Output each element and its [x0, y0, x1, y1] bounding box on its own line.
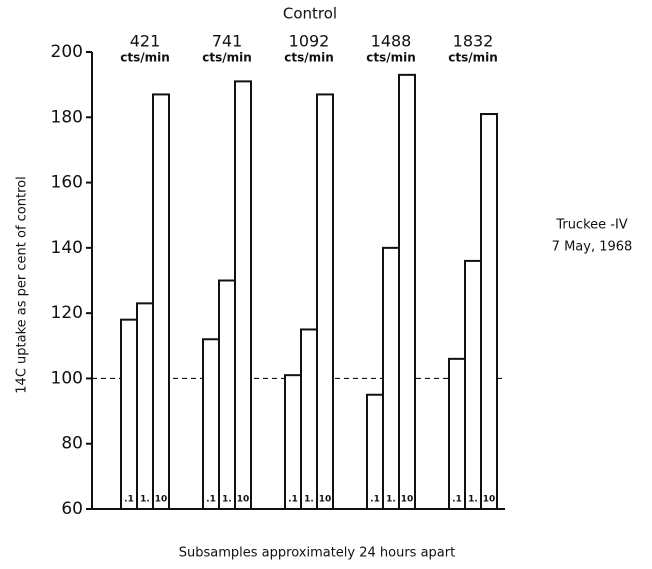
- y-tick-label: 140: [51, 238, 83, 258]
- bar-label: 1.: [140, 495, 150, 505]
- y-tick-label: 80: [61, 434, 83, 454]
- bar: [136, 302, 154, 510]
- bar: [448, 357, 466, 511]
- group-unit: cts/min: [366, 51, 416, 65]
- bar: [464, 259, 482, 510]
- bar: [316, 93, 334, 511]
- group-label: 1488: [371, 32, 412, 51]
- bar: [218, 279, 236, 510]
- bar-label: 1.: [304, 495, 314, 505]
- bar-label: 10: [155, 495, 168, 505]
- bar-label: 1.: [468, 495, 478, 505]
- y-tick-label: 120: [51, 303, 83, 323]
- bar-label: .1: [288, 495, 298, 505]
- bar-label: 10: [483, 495, 496, 505]
- bar: [234, 80, 252, 510]
- bar: [284, 374, 302, 510]
- annotation: Truckee -IV: [555, 218, 627, 233]
- group-label: 421: [130, 32, 161, 51]
- y-tick-label: 60: [61, 499, 83, 519]
- group-unit: cts/min: [448, 51, 498, 65]
- bar-label: .1: [370, 495, 380, 505]
- bar: [398, 73, 416, 510]
- group-label: 1092: [289, 32, 330, 51]
- bar: [300, 328, 318, 511]
- y-tick-label: 160: [51, 173, 83, 193]
- bar: [382, 246, 400, 510]
- y-tick-label: 180: [51, 107, 83, 127]
- bar: [480, 113, 498, 511]
- y-tick-label: 200: [51, 42, 83, 62]
- bar-label: 10: [319, 495, 332, 505]
- group-unit: cts/min: [284, 51, 334, 65]
- bar: [152, 93, 170, 511]
- bar-label: .1: [452, 495, 462, 505]
- annotation: 7 May, 1968: [552, 240, 633, 255]
- bar: [202, 338, 220, 510]
- bar-label: 10: [401, 495, 414, 505]
- chart-title: Control: [283, 5, 337, 23]
- group-label: 741: [212, 32, 243, 51]
- x-axis-label: Subsamples approximately 24 hours apart: [179, 546, 455, 561]
- bar-label: .1: [124, 495, 134, 505]
- bar-label: 1.: [386, 495, 396, 505]
- bar: [120, 318, 138, 510]
- bar-label: 1.: [222, 495, 232, 505]
- group-unit: cts/min: [120, 51, 170, 65]
- group-unit: cts/min: [202, 51, 252, 65]
- bar-label: 10: [237, 495, 250, 505]
- bar: [366, 393, 384, 510]
- y-axis-label: 14C uptake as per cent of control: [15, 176, 30, 393]
- y-tick-label: 100: [51, 368, 83, 388]
- group-label: 1832: [453, 32, 494, 51]
- bar-label: .1: [206, 495, 216, 505]
